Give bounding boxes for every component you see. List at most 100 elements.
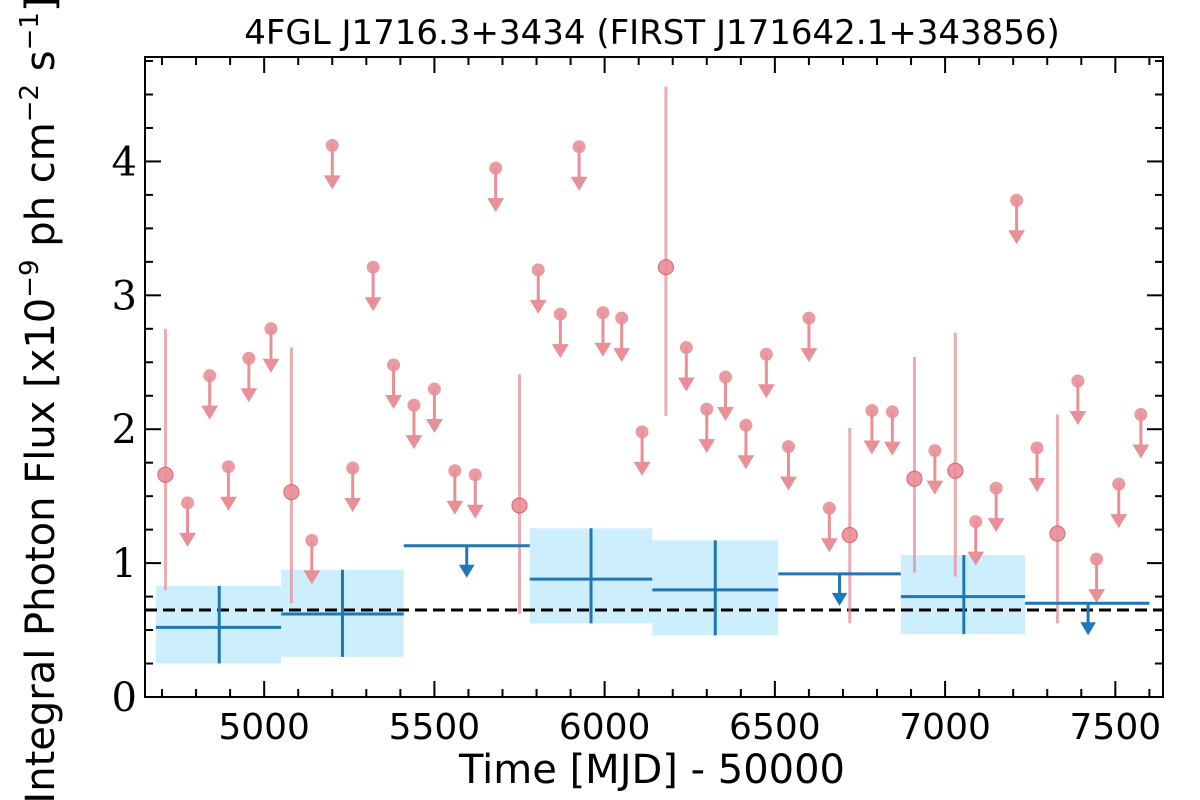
short-bin-upper-limit-point (242, 351, 256, 365)
short-bin-upper-limit-arrow-head (757, 384, 775, 399)
x-axis-label: Time [MJD] - 50000 (458, 747, 845, 793)
short-bin-upper-limit-arrow-head (967, 551, 985, 566)
y-tick-label: 2 (112, 407, 137, 453)
short-bin-upper-limit-point (928, 444, 942, 458)
short-bin-upper-limit-point (969, 515, 983, 529)
short-bin-upper-limit-arrow-head (1028, 477, 1046, 492)
short-bin-upper-limit-point (387, 358, 401, 372)
short-bin-upper-limit-arrow-head (1088, 589, 1106, 604)
short-bin-upper-limit-arrow-head (446, 500, 464, 515)
short-bin-upper-limit-point (264, 322, 278, 336)
short-bin-upper-limit-arrow-head (385, 394, 402, 409)
short-bin-upper-limit-point (468, 468, 482, 482)
short-bin-upper-limit-point (865, 403, 879, 417)
short-bin-upper-limit-point (427, 382, 441, 396)
short-bin-upper-limit-point (181, 496, 195, 510)
short-bin-upper-limit-arrow-head (487, 198, 505, 213)
short-bin-upper-limit-arrow-head (364, 297, 382, 312)
y-axis-label: Integral Photon Flux [x10−9 ph cm−2 s−1] (15, 0, 64, 800)
short-bin-upper-limit-point (739, 418, 753, 432)
short-bin-upper-limit-arrow-head (240, 388, 258, 403)
short-bin-upper-limit-point (448, 464, 462, 478)
short-bin-upper-limit-arrow-head (800, 348, 818, 363)
short-bin-upper-limit-arrow-head (344, 498, 362, 513)
short-bin-upper-limit-arrow-head (737, 455, 755, 470)
short-bin-upper-limit-point (1112, 477, 1126, 491)
short-bin-upper-limit-arrow-head (262, 358, 280, 373)
short-bin-upper-limit-arrow-head (780, 476, 797, 491)
short-bin-upper-limit-point (635, 425, 649, 439)
short-bin-point (157, 466, 174, 483)
short-bin-upper-limit-arrow-head (613, 348, 631, 363)
y-tick-label: 0 (112, 675, 137, 721)
axis-ticks (145, 57, 1163, 698)
short-bin-upper-limit-point (1030, 441, 1044, 455)
x-tick-label: 5500 (389, 707, 481, 748)
short-bin-upper-limit-arrow-head (633, 461, 651, 476)
tick-labels: 5000 5500 6000 6500 7000 7500 0 1 2 3 4 (112, 139, 1162, 748)
short-bin-upper-limit-point (885, 405, 899, 419)
short-bin-upper-limit-arrow-head (1008, 230, 1025, 245)
short-bin-upper-limit-arrow-head (303, 570, 321, 585)
short-bin-upper-limit-arrow-head (1132, 444, 1150, 459)
short-bin-upper-limit-arrow-head (201, 405, 219, 420)
short-bin-upper-limit-point (615, 311, 629, 325)
short-bin-upper-limit-point (531, 263, 545, 277)
short-bin-upper-limit-point (407, 398, 421, 412)
short-bin-upper-limit-arrow-head (529, 299, 547, 314)
x-tick-label: 7000 (899, 707, 991, 748)
short-bin-upper-limit-arrow-head (863, 440, 881, 455)
short-bin-upper-limit-point (802, 311, 816, 325)
short-bin-upper-limit-point (781, 440, 795, 454)
short-bin-series (157, 86, 1150, 624)
y-tick-label: 1 (112, 541, 137, 587)
plot-frame (144, 56, 1164, 698)
short-bin-point (283, 484, 300, 501)
long-bin-upper-limit-arrow-head (831, 592, 848, 606)
short-bin-upper-limit-arrow-head (570, 176, 588, 191)
short-bin-upper-limit-point (759, 347, 773, 361)
short-bin-upper-limit-point (346, 461, 360, 475)
short-bin-upper-limit-point (203, 369, 217, 383)
short-bin-upper-limit-arrow-head (179, 532, 196, 547)
short-bin-upper-limit-arrow-head (466, 504, 484, 519)
short-bin-upper-limit-point (305, 533, 319, 547)
short-bin-upper-limit-arrow-head (677, 377, 695, 392)
short-bin-upper-limit-arrow-head (717, 407, 734, 421)
short-bin-upper-limit-point (1071, 374, 1085, 388)
x-tick-label: 7500 (1070, 707, 1162, 748)
short-bin-upper-limit-arrow-head (1110, 514, 1128, 529)
short-bin-upper-limit-point (718, 370, 732, 384)
short-bin-upper-limit-arrow-head (323, 175, 341, 190)
short-bin-upper-limit-arrow-head (405, 435, 423, 450)
short-bin-upper-limit-point (700, 402, 714, 416)
short-bin-upper-limit-arrow-head (594, 342, 612, 357)
chart-title: 4FGL J1716.3+3434 (FIRST J171642.1+34385… (244, 13, 1060, 53)
long-bin-upper-limit-arrow-head (458, 564, 475, 578)
short-bin-point (1049, 525, 1066, 542)
short-bin-upper-limit-arrow-head (1069, 411, 1087, 426)
short-bin-upper-limit-point (572, 140, 586, 154)
short-bin-upper-limit-point (1010, 193, 1024, 207)
short-bin-point (906, 470, 923, 487)
short-bin-point (947, 462, 964, 479)
long-bin-series (155, 528, 1150, 664)
y-tick-label: 4 (112, 139, 137, 185)
x-tick-label: 5000 (218, 707, 310, 748)
long-bin-upper-limit-arrow-head (1080, 622, 1096, 636)
x-tick-label: 6000 (559, 707, 651, 748)
short-bin-upper-limit-arrow-head (987, 518, 1005, 533)
x-tick-label: 6500 (729, 707, 821, 748)
short-bin-upper-limit-arrow-head (425, 419, 443, 434)
short-bin-upper-limit-point (1090, 552, 1104, 566)
short-bin-upper-limit-arrow-head (820, 538, 838, 553)
short-bin-upper-limit-point (989, 481, 1003, 495)
short-bin-upper-limit-arrow-head (551, 344, 569, 359)
short-bin-upper-limit-point (325, 138, 339, 152)
short-bin-upper-limit-point (596, 306, 610, 320)
short-bin-point (511, 497, 528, 514)
short-bin-upper-limit-point (553, 307, 567, 321)
short-bin-upper-limit-arrow-head (698, 439, 716, 454)
short-bin-upper-limit-point (679, 341, 693, 355)
